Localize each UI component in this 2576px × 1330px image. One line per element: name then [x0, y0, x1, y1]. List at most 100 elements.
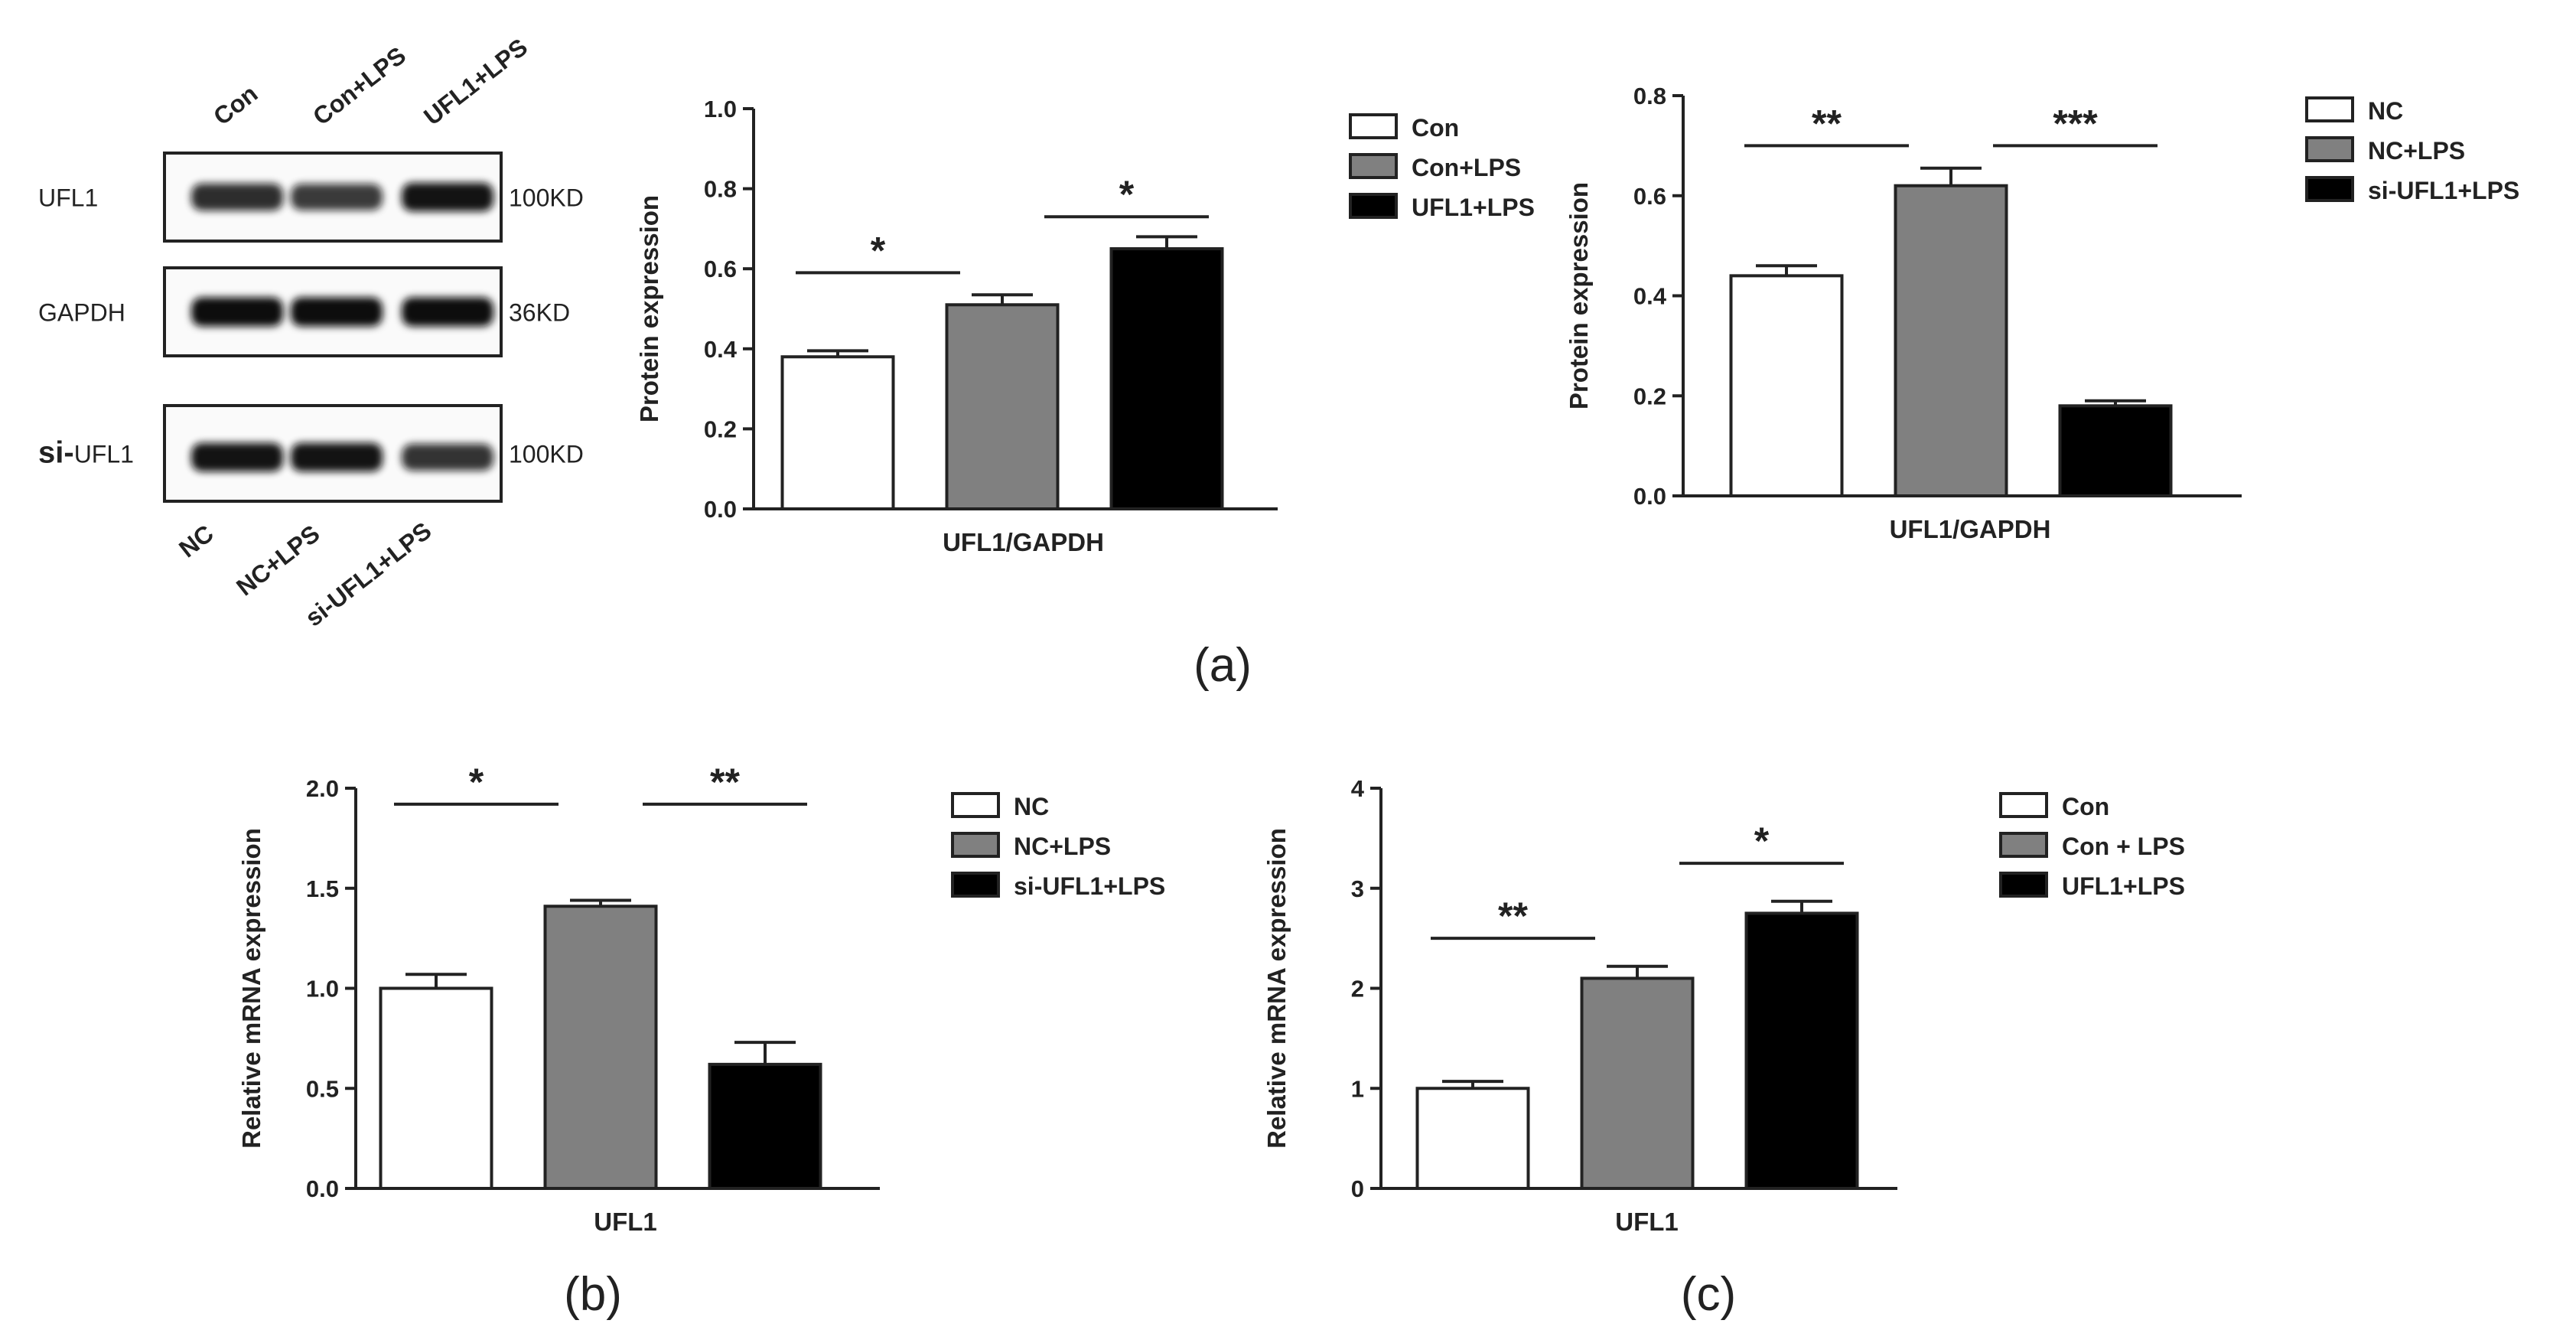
y-tick-label: 2.0 [306, 775, 339, 802]
blot-row-label-text: UFL1 [74, 441, 134, 468]
x-axis-label: UFL1 [594, 1208, 657, 1236]
y-tick-label: 0.2 [704, 416, 737, 442]
chart-b-mrna-expression: 0.0 0.5 1.0 1.5 2.0 Relative mRNA expression U… [237, 761, 1165, 1236]
blot-size-label: 100KD [509, 184, 584, 212]
legend-label: UFL1+LPS [1412, 194, 1535, 221]
blot-band [402, 182, 493, 212]
blot-row-label: si-UFL1 [38, 436, 134, 470]
legend-swatch [951, 872, 1000, 898]
legend-swatch [1349, 193, 1398, 219]
bar [2058, 404, 2173, 498]
y-axis-label: Relative mRNA expression [1262, 828, 1291, 1149]
bar [708, 1062, 822, 1190]
legend-label: Con + LPS [2062, 833, 2185, 860]
blot-size-label: 100KD [509, 441, 584, 468]
y-tick-label: 3 [1351, 875, 1364, 902]
legend-label: UFL1+LPS [2062, 872, 2185, 900]
legend-swatch [2305, 136, 2354, 162]
blot-size-label: 36KD [509, 299, 570, 327]
significance-marker: ** [1812, 102, 1842, 145]
legend-swatch [2305, 96, 2354, 122]
bar [945, 303, 1060, 510]
y-tick-label: 0 [1351, 1175, 1364, 1202]
y-tick-label: 4 [1351, 775, 1365, 802]
blot-top-lane-labels: Con Con+LPS UFL1+LPS [208, 33, 532, 130]
y-tick-label: 1.0 [306, 976, 339, 1002]
x-axis-label: UFL1/GAPDH [943, 528, 1104, 556]
y-axis-label: Protein expression [635, 195, 663, 422]
y-tick-label: 0.0 [306, 1175, 339, 1202]
bar [1415, 1087, 1530, 1190]
blot-row: UFL1 100KD [38, 152, 584, 243]
y-axis-label: Protein expression [1565, 182, 1593, 409]
legend-swatch [951, 792, 1000, 818]
significance-marker: * [871, 229, 886, 272]
y-tick-label: 1 [1351, 1075, 1364, 1102]
legend-label: Con [2062, 793, 2109, 820]
y-tick-label: 0.5 [306, 1075, 339, 1102]
blot-row-label: GAPDH [38, 299, 125, 327]
significance-marker: ** [710, 761, 740, 804]
y-tick-label: 0.8 [1633, 83, 1666, 109]
significance-marker: * [1754, 820, 1770, 862]
bar [1894, 184, 2008, 498]
legend-label: NC+LPS [2368, 137, 2465, 165]
y-tick-label: 0.6 [704, 256, 737, 282]
blot-bottom-lane-label: NC+LPS [231, 520, 324, 601]
bar [379, 986, 493, 1190]
blot-row-label: UFL1 [38, 184, 98, 212]
bar [1729, 274, 1844, 497]
western-blot: Con Con+LPS UFL1+LPS UFL1 100KD GAPDH 36KD si-… [38, 33, 584, 631]
blot-row-label-prefix: si- [38, 436, 74, 470]
bar [1580, 976, 1695, 1191]
legend-swatch [1349, 113, 1398, 139]
y-tick-label: 0.4 [704, 336, 738, 363]
bar [1109, 247, 1224, 510]
blot-bottom-lane-label: NC [174, 520, 219, 563]
legend-swatch [1999, 872, 2048, 898]
legend-swatch [1999, 792, 2048, 818]
y-tick-label: 1.5 [306, 875, 339, 902]
blot-band [191, 442, 283, 472]
x-axis-label: UFL1 [1615, 1208, 1679, 1236]
bar [543, 905, 658, 1191]
y-tick-label: 0.0 [1633, 483, 1666, 510]
blot-band [291, 184, 383, 210]
legend-label: Con+LPS [1412, 154, 1521, 181]
legend-label: NC [1014, 793, 1049, 820]
blot-band [291, 442, 383, 472]
legend-label: si-UFL1+LPS [1014, 872, 1165, 900]
chart-a2-protein-expression: 0.0 0.2 0.4 0.6 0.8 Protein expression UFL1/GA… [1565, 83, 2519, 543]
significance-marker: ** [1498, 895, 1528, 937]
blot-top-lane-label: Con+LPS [308, 41, 411, 130]
legend-label: NC [2368, 97, 2403, 125]
legend-swatch [2305, 176, 2354, 202]
blot-top-lane-label: Con [208, 80, 262, 131]
x-axis-label: UFL1/GAPDH [1890, 515, 2051, 543]
legend-label: si-UFL1+LPS [2368, 177, 2519, 204]
legend-label: NC+LPS [1014, 833, 1111, 860]
blot-row: si-UFL1 100KD [38, 404, 584, 503]
y-tick-label: 0.0 [704, 496, 737, 523]
blot-band [291, 297, 383, 327]
bar [1744, 911, 1859, 1190]
y-tick-label: 0.8 [704, 176, 737, 203]
blot-band [402, 297, 493, 327]
blot-band [191, 297, 283, 327]
legend-swatch [951, 832, 1000, 858]
blot-band [191, 183, 283, 211]
y-tick-label: 0.2 [1633, 383, 1666, 409]
significance-marker: * [1119, 173, 1135, 216]
y-tick-label: 2 [1351, 976, 1364, 1002]
legend-swatch [1999, 832, 2048, 858]
blot-band [402, 444, 493, 471]
blot-top-lane-label: UFL1+LPS [418, 33, 532, 130]
panel-label-a: (a) [1194, 639, 1252, 692]
blot-bottom-lane-label: si-UFL1+LPS [300, 517, 436, 631]
legend-swatch [1349, 153, 1398, 179]
y-tick-label: 1.0 [704, 96, 737, 122]
